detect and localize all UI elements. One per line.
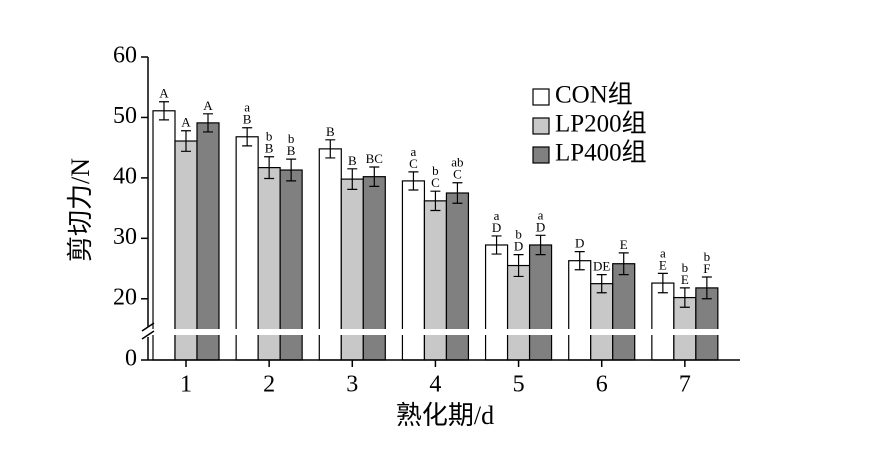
bar [568,260,592,361]
bar [174,140,198,361]
y-tick-label: 40 [113,163,137,189]
significance-label: B [348,153,357,168]
bar [590,283,614,361]
error-bar [618,252,629,276]
significance-label: b [432,163,439,178]
error-bar [452,182,463,204]
x-tick-label: 6 [596,372,608,398]
bar [612,263,636,361]
y-tick-label: 0 [125,346,137,372]
x-tick-label: 1 [180,372,192,398]
significance-label: A [159,86,169,101]
error-bar [242,127,253,147]
significance-label: b [515,227,522,242]
bar [196,122,220,361]
significance-label: a [244,100,250,115]
error-bar [657,272,668,294]
error-bar [535,234,546,256]
error-bar [701,276,712,300]
error-bar [203,113,213,133]
significance-label: D [514,239,523,254]
error-bar [491,235,502,255]
bar [318,148,342,361]
error-bar [408,171,419,191]
significance-label: B [265,141,274,156]
error-bar [264,156,275,180]
significance-label: b [266,129,273,144]
error-bar [430,190,441,212]
significance-label: a [494,208,500,223]
significance-label: b [704,249,711,264]
significance-label: A [181,115,191,130]
legend-swatch [532,88,550,106]
bar [528,244,553,361]
axis-break-mark [141,322,155,340]
x-tick-label: 5 [513,372,525,398]
significance-label: C [453,167,462,182]
legend-label: LP400组 [555,139,647,167]
significance-label: E [659,257,667,272]
x-tick-label: 2 [263,372,275,398]
significance-label: b [288,131,295,146]
axis-break-gap [150,329,742,335]
x-tick-label: 3 [346,372,358,398]
y-tick-label: 30 [113,224,137,250]
error-bar [369,166,380,187]
legend-label: CON组 [555,81,633,109]
y-tick-label: 50 [113,103,137,129]
y-axis-label: 剪切力/N [66,158,95,262]
error-bar [325,139,336,159]
significance-label: D [492,220,501,235]
error-bar [159,101,169,121]
error-bar [596,274,607,294]
legend-swatch [532,146,550,164]
significance-label: BC [366,151,383,166]
bar [235,136,259,361]
significance-label: a [411,144,417,159]
significance-label: F [703,261,710,276]
significance-label: B [243,112,252,127]
legend-swatch [532,117,550,135]
x-axis-label: 熟化期/d [396,401,494,430]
x-tick-label: 4 [429,372,441,398]
error-bar [286,158,297,182]
significance-label: a [660,245,666,260]
y-tick-label: 20 [113,284,137,310]
error-bar [347,168,358,190]
significance-label: C [431,175,440,190]
error-bar [181,130,191,152]
significance-label: E [620,237,628,252]
significance-label: DE [593,259,610,274]
bar [651,282,675,361]
significance-label: A [203,98,213,113]
bar [152,110,176,361]
y-tick-label: 60 [113,43,137,69]
significance-label: B [287,143,296,158]
bar [484,244,509,361]
error-bar [513,254,524,278]
significance-label: D [575,236,584,251]
error-bar [679,287,690,308]
significance-label: b [682,260,689,275]
significance-label: B [326,124,335,139]
legend-label: LP200组 [555,110,647,138]
bar [423,200,448,361]
significance-label: D [536,219,545,234]
significance-label: a [538,207,544,222]
significance-label: ab [451,155,463,170]
significance-label: C [409,156,418,171]
x-tick-label: 7 [679,372,691,398]
bar [506,264,531,361]
error-bar [574,251,585,271]
significance-label: E [681,272,689,287]
